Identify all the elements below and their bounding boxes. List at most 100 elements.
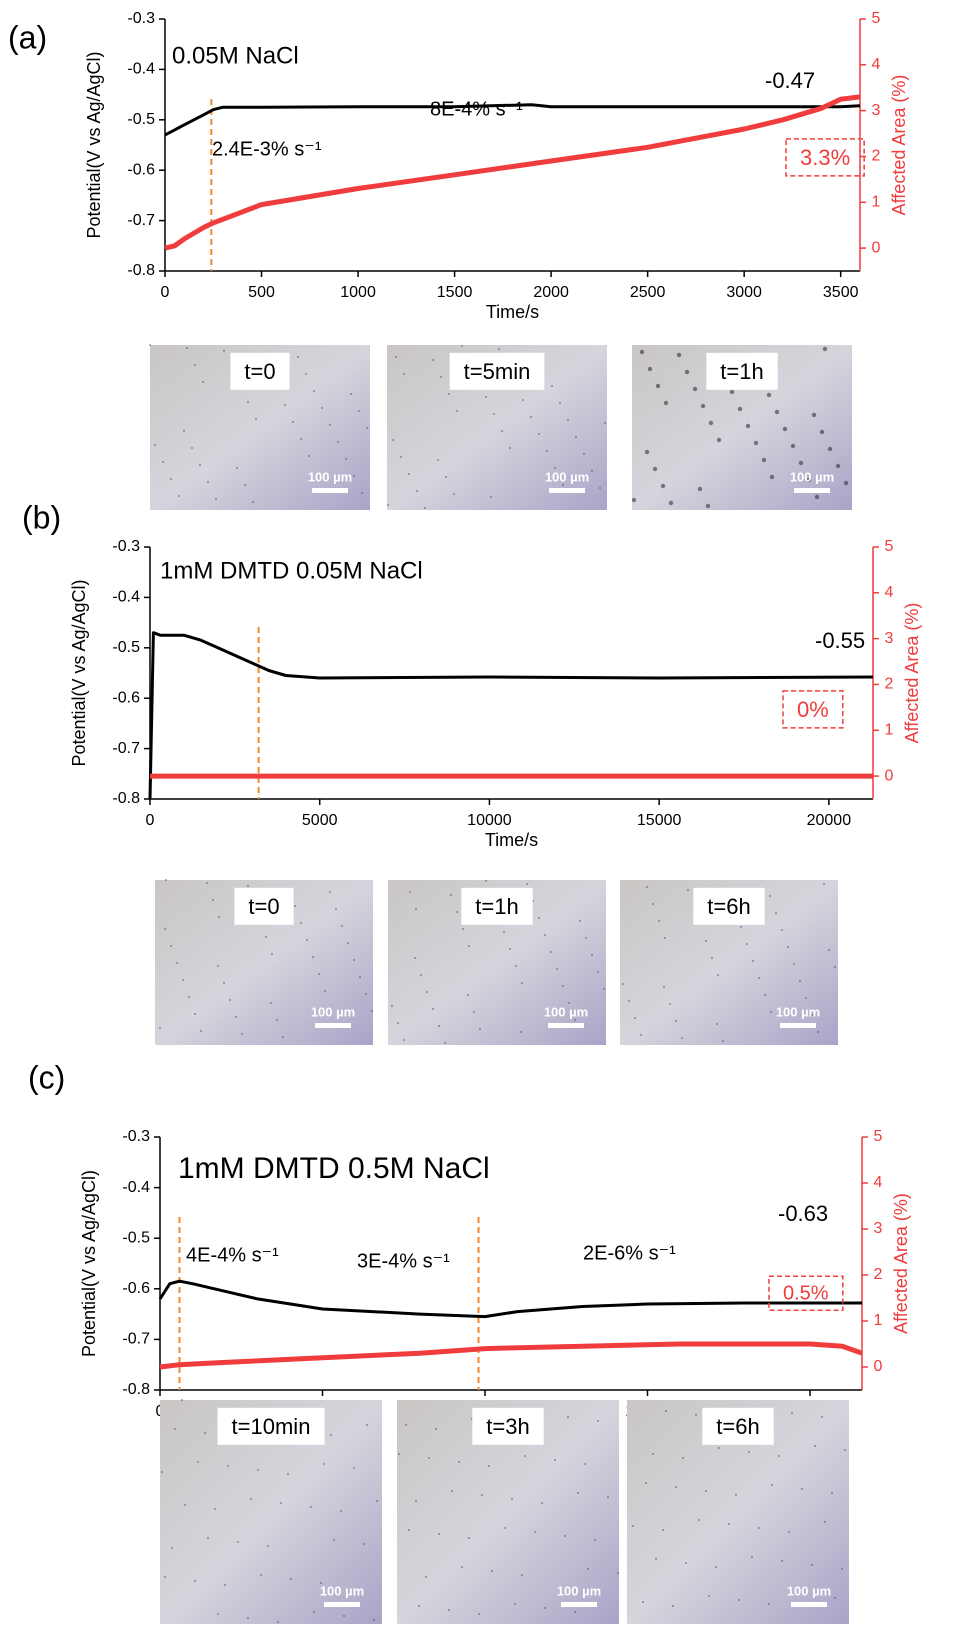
- pit: [514, 1603, 516, 1605]
- pit: [415, 908, 417, 910]
- pit: [333, 1539, 335, 1541]
- pit: [171, 1547, 173, 1549]
- pit: [284, 404, 286, 406]
- pit: [252, 501, 254, 503]
- pit: [631, 497, 637, 503]
- annotation-box: [768, 1275, 844, 1312]
- pit: [562, 484, 564, 486]
- annotation: -0.47: [765, 68, 815, 93]
- pit: [766, 392, 772, 398]
- pit: [787, 946, 789, 948]
- pit: [223, 982, 225, 984]
- pit: [343, 1615, 345, 1617]
- micrograph-label: t=0: [248, 894, 279, 919]
- pit: [675, 1486, 677, 1488]
- x-axis-label: Time/s: [485, 830, 538, 850]
- y2-tick-label: 0: [874, 1358, 883, 1375]
- pit: [567, 1416, 569, 1418]
- pit: [473, 1011, 475, 1013]
- pit: [770, 1011, 772, 1013]
- pit: [567, 419, 569, 421]
- scale-bar: [312, 488, 348, 493]
- pit: [646, 886, 648, 888]
- pit: [188, 996, 190, 998]
- pit: [681, 1037, 683, 1039]
- pit: [538, 917, 540, 919]
- pit: [587, 1568, 589, 1570]
- pit: [176, 962, 178, 964]
- pit: [662, 1529, 664, 1531]
- pit: [182, 979, 184, 981]
- pit: [462, 928, 464, 930]
- pit: [530, 416, 532, 418]
- pit: [485, 396, 487, 398]
- pit: [214, 1508, 216, 1510]
- scale-label: 100 µm: [787, 1583, 831, 1598]
- y-tick-label: -0.7: [127, 212, 155, 229]
- pit: [458, 1461, 460, 1463]
- pit: [672, 1605, 674, 1607]
- pit: [752, 960, 754, 962]
- pit: [241, 1033, 243, 1035]
- annotation: -0.55: [815, 628, 865, 653]
- pit: [801, 1488, 803, 1490]
- pit: [793, 963, 795, 965]
- pit: [408, 473, 410, 475]
- pit: [675, 1020, 677, 1022]
- pit: [584, 1463, 586, 1465]
- pit: [479, 1028, 481, 1030]
- pit: [652, 903, 654, 905]
- pit: [282, 1036, 284, 1038]
- pit: [403, 373, 405, 375]
- pit: [526, 883, 528, 885]
- pit: [806, 477, 812, 483]
- pit: [791, 1412, 793, 1414]
- y-axis-label: Potential(V vs Ag/AgCl): [79, 1170, 99, 1357]
- pit: [769, 895, 771, 897]
- pit: [705, 1490, 707, 1492]
- pit: [448, 393, 450, 395]
- pit: [448, 1609, 450, 1611]
- pit: [277, 1621, 279, 1623]
- y2-tick-label: 4: [874, 1174, 883, 1191]
- pit: [481, 1494, 483, 1496]
- pit: [711, 957, 713, 959]
- pit: [599, 487, 601, 489]
- pit: [597, 971, 599, 973]
- label-box: [234, 887, 294, 925]
- pit: [562, 985, 564, 987]
- label-box: [461, 887, 533, 925]
- micrograph-label: t=3h: [486, 1414, 529, 1439]
- pit: [450, 894, 452, 896]
- pit: [652, 1453, 654, 1455]
- label-box: [693, 887, 765, 925]
- pit: [819, 429, 825, 435]
- y2-tick-label: 0: [872, 239, 881, 256]
- x-tick-label: 1000: [340, 284, 376, 301]
- pit: [280, 1502, 282, 1504]
- y-axis-label: Potential(V vs Ag/AgCl): [84, 51, 104, 238]
- pit: [461, 345, 463, 347]
- x-tick-label: 500: [248, 284, 275, 301]
- x-tick-label: 5000: [302, 812, 338, 829]
- pit: [841, 1568, 843, 1570]
- pit: [828, 949, 830, 951]
- pit: [329, 891, 331, 893]
- pit: [229, 999, 231, 1001]
- pit: [509, 447, 511, 449]
- pit: [844, 1449, 846, 1451]
- pit: [574, 1611, 576, 1613]
- y2-tick-label: 4: [872, 56, 881, 73]
- pit: [197, 1461, 199, 1463]
- pit: [509, 948, 511, 950]
- pit: [622, 983, 624, 985]
- y2-axis-label: Affected Area (%): [902, 603, 922, 744]
- pit: [594, 1539, 596, 1541]
- pit: [204, 1432, 206, 1434]
- pit: [170, 945, 172, 947]
- pit: [644, 449, 650, 455]
- micrograph-label: t=5min: [464, 359, 531, 384]
- pit: [292, 421, 294, 423]
- pit: [330, 1434, 332, 1436]
- panel-label: (c): [28, 1059, 65, 1095]
